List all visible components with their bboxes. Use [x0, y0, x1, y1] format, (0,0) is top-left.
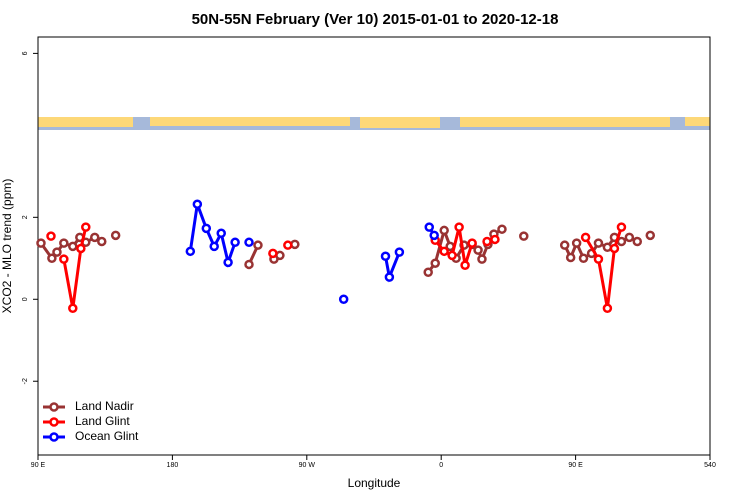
data-point	[624, 232, 635, 243]
data-point	[36, 238, 46, 248]
x-tick-label: 0	[439, 462, 443, 469]
data-point	[380, 251, 391, 261]
y-tick-label: 6	[22, 51, 29, 55]
data-point	[645, 230, 656, 241]
data-point	[571, 238, 582, 248]
y-tick-label: 2	[22, 215, 29, 219]
data-point	[46, 231, 56, 241]
data-point	[230, 237, 240, 248]
data-point	[482, 236, 492, 247]
data-point	[477, 254, 487, 264]
data-point	[580, 232, 591, 243]
data-point	[97, 236, 107, 247]
legend-marker	[49, 432, 59, 442]
data-point	[68, 241, 78, 252]
legend-label: Land Glint	[75, 414, 130, 428]
data-point	[430, 258, 440, 268]
y-tick-label: 0	[22, 297, 29, 301]
chart-title: 50N-55N February (Ver 10) 2015-01-01 to …	[192, 11, 559, 28]
data-point	[244, 259, 254, 270]
data-point	[209, 241, 219, 252]
data-point	[268, 248, 278, 259]
data-point	[68, 303, 78, 314]
x-axis-label: Longitude	[348, 476, 401, 490]
data-point	[467, 238, 477, 248]
legend-marker	[49, 417, 59, 427]
data-point	[110, 230, 121, 241]
data-point	[384, 272, 395, 282]
data-point	[76, 243, 86, 254]
data-point	[338, 294, 349, 305]
data-point	[283, 240, 293, 250]
data-point	[632, 236, 643, 247]
data-point	[185, 246, 196, 257]
data-point	[47, 253, 57, 264]
data-point	[244, 237, 254, 248]
data-point	[429, 230, 439, 241]
data-point	[216, 228, 226, 239]
data-point	[519, 231, 529, 241]
data-point	[565, 252, 576, 263]
data-point	[460, 260, 470, 271]
data-point	[223, 257, 233, 268]
data-point	[89, 232, 100, 243]
x-tick-label: 90 E	[568, 462, 583, 469]
data-point	[253, 240, 263, 250]
legend-label: Ocean Glint	[75, 429, 139, 443]
x-tick-label: 180	[167, 462, 179, 469]
data-point	[447, 250, 457, 261]
data-point	[454, 222, 464, 232]
series-line	[41, 229, 650, 272]
x-tick-label: 90 E	[31, 462, 46, 469]
data-point	[394, 247, 405, 257]
data-point	[593, 254, 604, 264]
x-tick-label: 90 W	[299, 462, 316, 469]
data-point	[497, 224, 507, 234]
data-point	[473, 245, 483, 255]
data-point	[609, 243, 620, 254]
data-point	[59, 238, 69, 248]
data-point	[201, 223, 212, 234]
data-point	[439, 225, 449, 236]
data-point	[424, 222, 435, 232]
data-point	[192, 199, 203, 209]
data-point	[52, 247, 62, 257]
legend-label: Land Nadir	[75, 399, 134, 413]
legend-marker	[49, 402, 59, 412]
data-point	[578, 253, 589, 264]
land-ocean-band	[38, 117, 710, 130]
data-point	[616, 222, 627, 232]
data-point	[602, 303, 613, 314]
data-point	[559, 240, 570, 250]
data-point	[439, 246, 449, 257]
series-line	[62, 226, 623, 309]
data-point	[423, 267, 433, 277]
data-point	[593, 238, 604, 248]
y-tick-label: -2	[22, 378, 29, 384]
data-point	[59, 254, 69, 264]
data-point	[490, 234, 500, 245]
y-axis-label: XCO2 - MLO trend (ppm)	[0, 179, 14, 314]
data-point	[81, 222, 91, 232]
x-tick-label: 540	[704, 462, 716, 469]
